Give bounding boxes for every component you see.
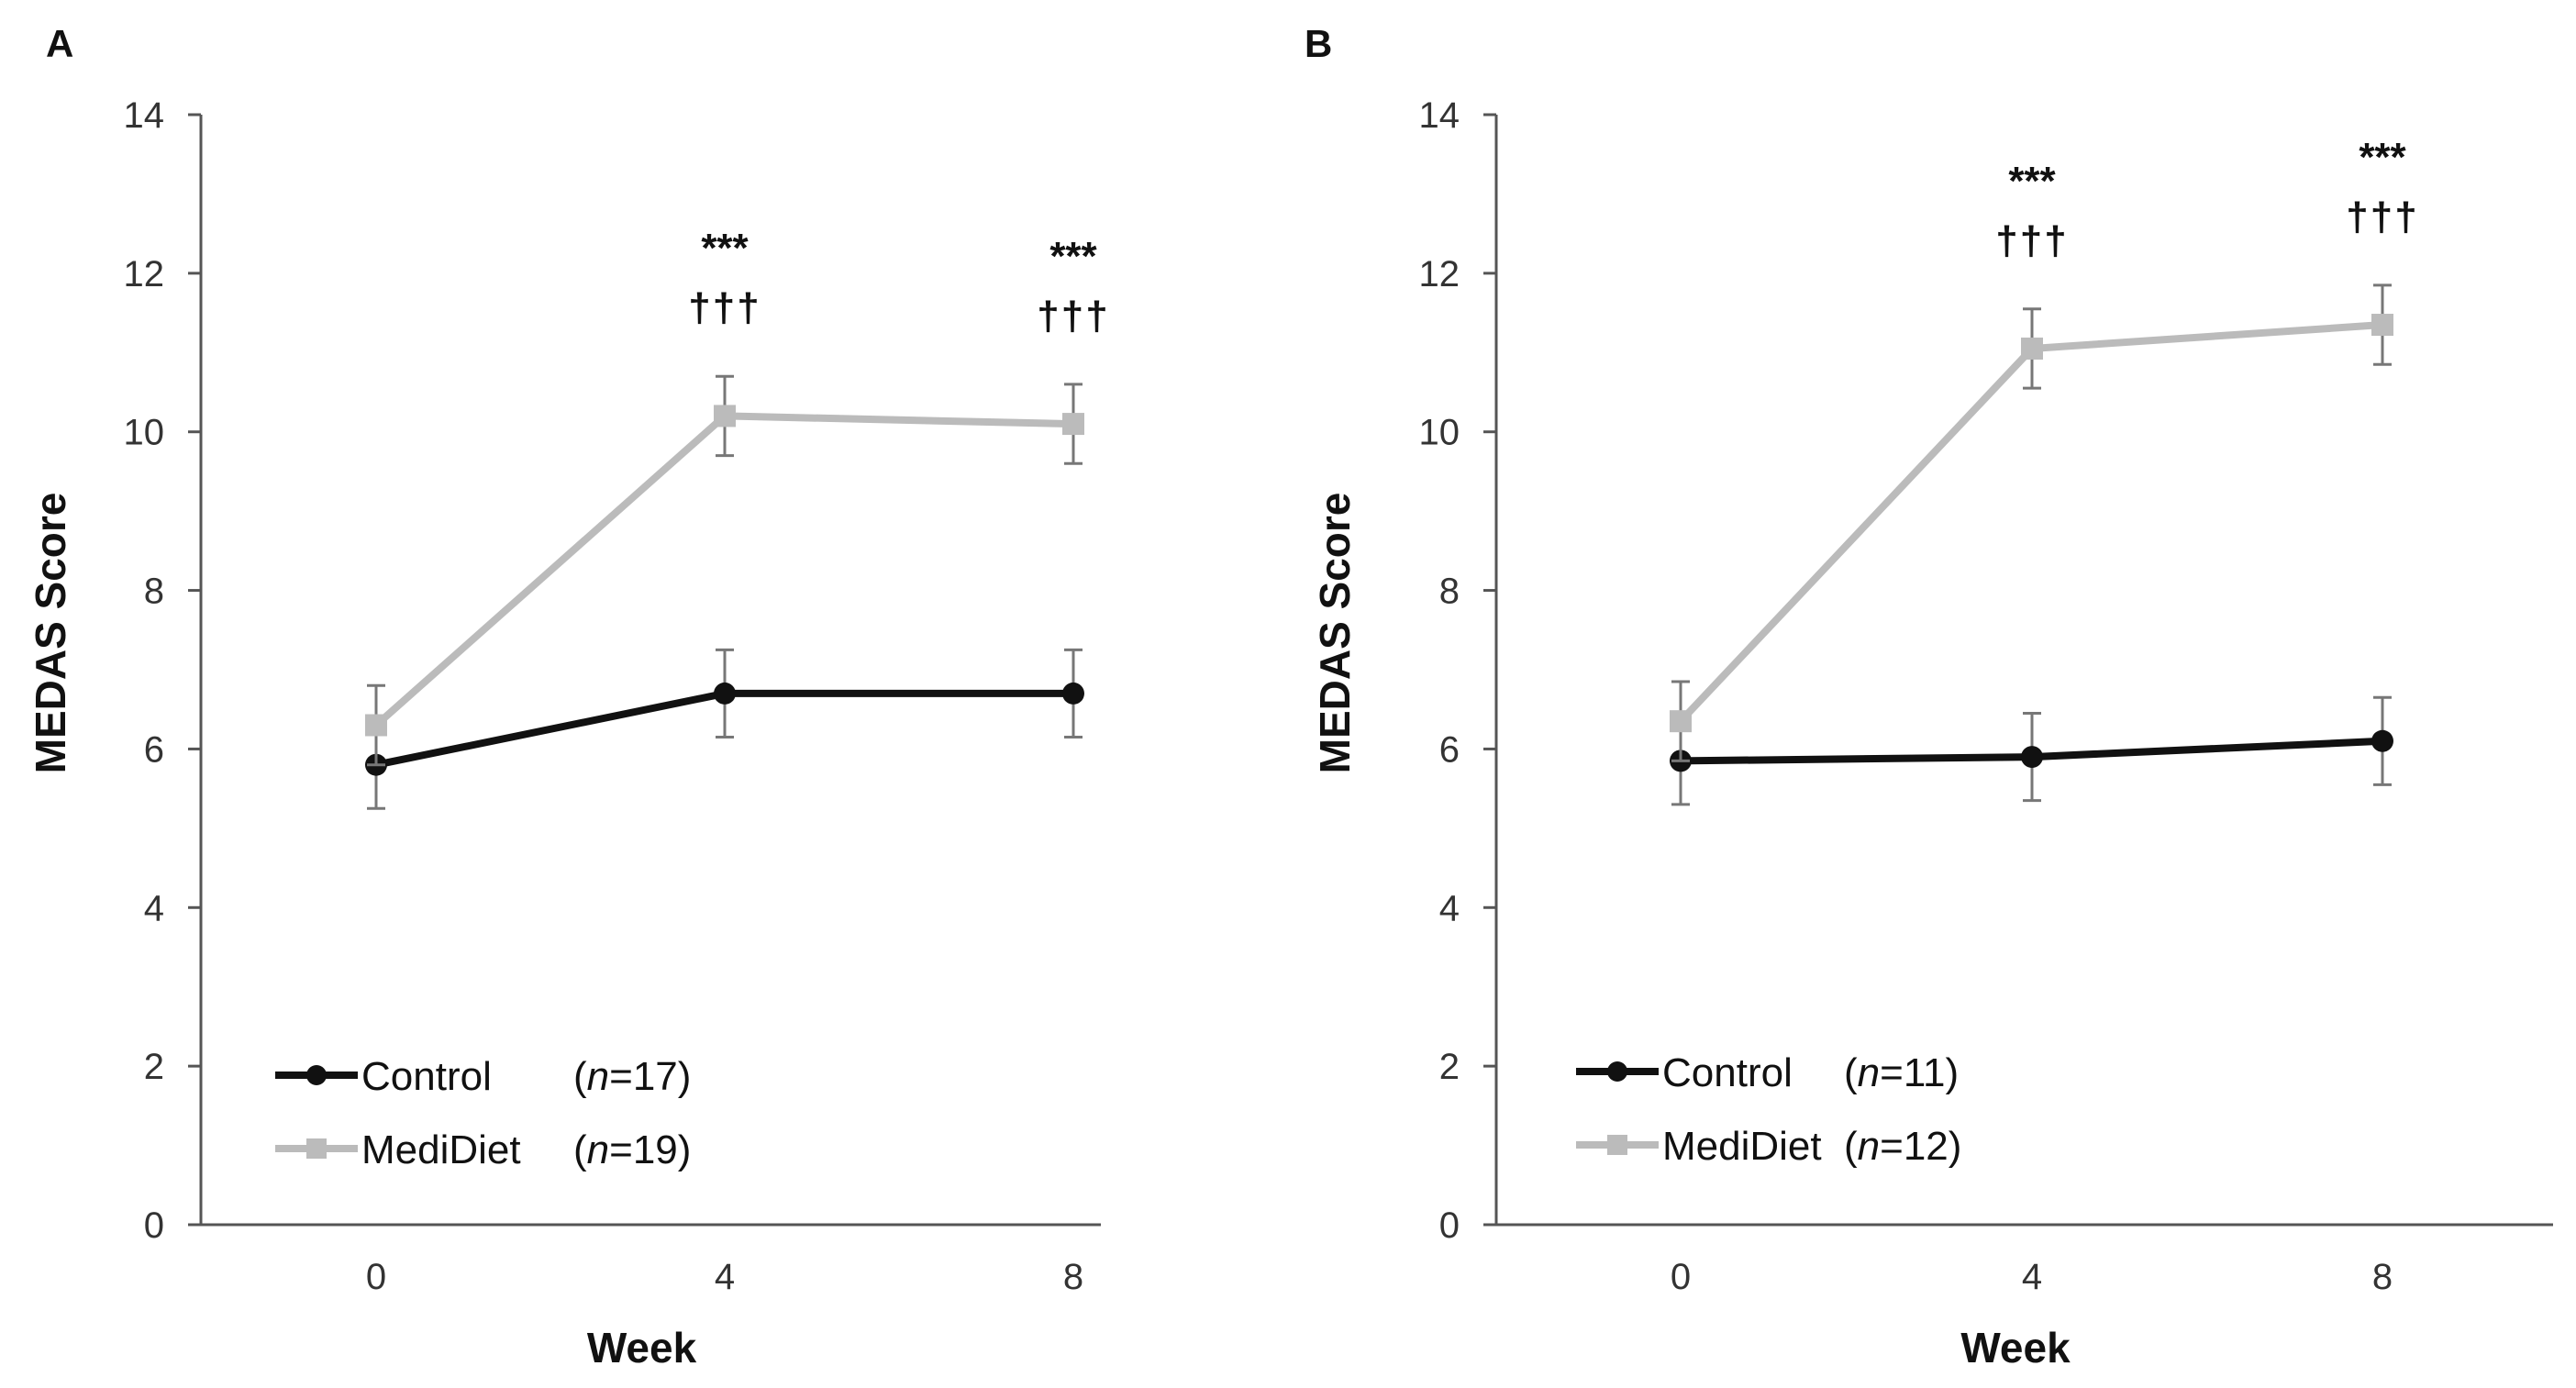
legend-n-count: (n=19) (573, 1127, 691, 1172)
legend-label: MediDiet (1662, 1124, 1822, 1169)
y-tick-label: 12 (1419, 254, 1460, 294)
x-tick-label: 4 (715, 1257, 735, 1297)
panel-letter: B (1305, 22, 1332, 65)
y-tick-label: 14 (1419, 95, 1460, 136)
legend-n-count: (n=11) (1844, 1050, 1959, 1095)
y-tick-label: 0 (1439, 1205, 1460, 1246)
significance-daggers: ††† (1037, 294, 1109, 339)
legend-marker (306, 1138, 327, 1159)
y-tick-label: 8 (144, 572, 164, 612)
data-point (1062, 682, 1084, 705)
y-tick-label: 4 (1439, 888, 1460, 928)
x-tick-label: 8 (2372, 1257, 2393, 1297)
x-tick-label: 0 (1671, 1257, 1691, 1297)
legend-entry-medidiet: MediDiet (n=12) (1576, 1124, 1961, 1169)
legend-label: Control (1662, 1050, 1793, 1095)
data-point (365, 714, 387, 737)
data-point (2021, 337, 2043, 360)
y-tick-label: 6 (144, 729, 164, 770)
significance-stars: *** (2359, 135, 2406, 180)
y-tick-label: 8 (1439, 572, 1460, 612)
legend-entry-medidiet: MediDiet (n=19) (275, 1127, 691, 1172)
y-axis-title: MEDAS Score (27, 493, 74, 774)
x-tick-label: 4 (2022, 1257, 2042, 1297)
significance-daggers: ††† (1995, 218, 2068, 263)
y-tick-label: 0 (144, 1205, 164, 1246)
y-tick-label: 2 (144, 1047, 164, 1087)
x-tick-label: 0 (366, 1257, 386, 1297)
legend-n-count: (n=12) (1844, 1124, 1961, 1169)
series-control (365, 648, 1084, 810)
x-axis-title: Week (587, 1324, 697, 1371)
panel-letter: A (46, 22, 73, 65)
significance-stars: *** (2008, 159, 2056, 204)
data-point (2371, 314, 2393, 337)
series-control (1670, 695, 2393, 806)
significance-stars: *** (701, 226, 749, 271)
legend-entry-control: Control (n=11) (1576, 1050, 1959, 1095)
legend-entry-control: Control (n=17) (275, 1054, 691, 1099)
x-axis-title: Week (1960, 1324, 2071, 1371)
data-point (2021, 746, 2043, 769)
series-medidiet (1670, 283, 2393, 762)
legend-label: MediDiet (361, 1127, 521, 1172)
x-tick-label: 8 (1063, 1257, 1083, 1297)
data-point (1670, 710, 1692, 733)
data-point (714, 682, 736, 705)
y-tick-label: 2 (1439, 1047, 1460, 1087)
y-tick-label: 4 (144, 888, 164, 928)
y-tick-label: 10 (1419, 413, 1460, 453)
data-point (1062, 413, 1084, 436)
legend-marker (1607, 1135, 1627, 1155)
legend-label: Control (361, 1054, 492, 1099)
significance-stars: *** (1049, 234, 1097, 279)
chart-panel-b: B 0 2 4 6 8 10 12 14 0 4 8 Week MEDAS Score *** ††† *** †… (1305, 22, 2553, 1371)
y-tick-label: 12 (124, 254, 165, 294)
series-medidiet (365, 374, 1084, 767)
legend-marker (306, 1065, 327, 1085)
y-tick-label: 14 (124, 95, 165, 136)
data-point (714, 405, 736, 428)
y-tick-label: 6 (1439, 729, 1460, 770)
significance-daggers: ††† (2346, 194, 2418, 239)
chart-panel-a: A 0 2 4 6 8 10 12 14 0 4 8 Week MEDAS Score *** ††† *** †… (27, 22, 1109, 1371)
legend-n-count: (n=17) (573, 1054, 691, 1099)
legend-marker (1607, 1061, 1627, 1082)
data-point (2371, 729, 2393, 752)
y-tick-label: 10 (124, 413, 165, 453)
significance-daggers: ††† (688, 285, 761, 330)
y-axis-title: MEDAS Score (1311, 493, 1359, 774)
